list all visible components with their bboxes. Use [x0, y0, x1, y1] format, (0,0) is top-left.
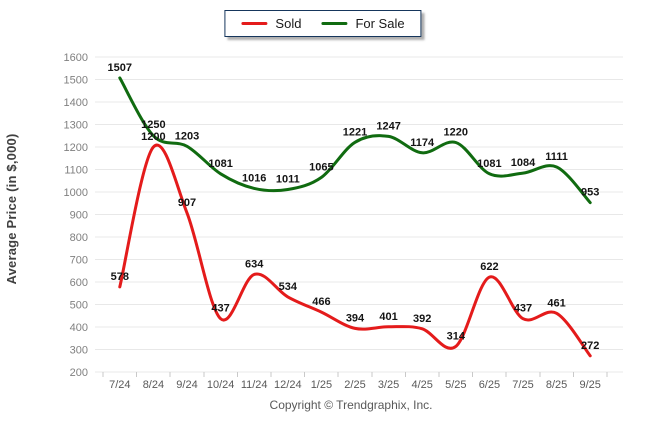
legend-label-for-sale: For Sale — [355, 16, 405, 31]
x-tick-label: 8/25 — [546, 379, 567, 391]
y-tick-label: 900 — [70, 210, 88, 222]
x-tick-label: 11/24 — [241, 379, 268, 391]
y-tick-label: 800 — [70, 232, 88, 244]
sold-value-label: 401 — [379, 311, 397, 323]
sold-value-label: 578 — [111, 271, 129, 283]
x-tick-label: 10/24 — [207, 379, 235, 391]
copyright-text: Copyright © Trendgraphix, Inc. — [269, 398, 433, 412]
sold-value-label: 907 — [178, 197, 196, 209]
for-sale-line-swatch — [321, 22, 348, 25]
y-tick-label: 1300 — [64, 120, 88, 132]
for-sale-value-label: 1507 — [108, 62, 132, 74]
sold-value-label: 394 — [346, 312, 365, 324]
for-sale-value-label: 953 — [581, 187, 599, 199]
y-tick-label: 1400 — [64, 97, 88, 109]
for-sale-value-label: 1220 — [444, 127, 468, 139]
sold-value-label: 437 — [514, 303, 532, 315]
price-trend-chart: 200 300 400 500 600 700 800 900 1000 1100 1200 1300… — [64, 52, 623, 391]
for-sale-value-label: 1203 — [175, 130, 199, 142]
for-sale-line — [118, 76, 592, 205]
for-sale-value-label: 1250 — [141, 119, 165, 131]
sold-value-label: 622 — [480, 261, 498, 273]
for-sale-value-label: 1247 — [376, 120, 400, 132]
x-tick-label: 7/24 — [109, 379, 130, 391]
y-tick-label: 700 — [70, 255, 88, 267]
sold-value-label: 1200 — [141, 131, 165, 143]
for-sale-value-label: 1081 — [477, 158, 501, 170]
sold-value-label: 437 — [211, 303, 229, 315]
chart-legend: Sold For Sale — [224, 10, 422, 37]
for-sale-value-label: 1011 — [276, 174, 300, 186]
for-sale-value-label: 1111 — [545, 151, 568, 163]
sold-value-label: 392 — [413, 313, 431, 325]
for-sale-value-label: 1174 — [410, 137, 435, 149]
for-sale-value-label: 1084 — [511, 157, 536, 169]
for-sale-value-label: 1081 — [208, 158, 232, 170]
x-tick-label: 8/24 — [143, 379, 164, 391]
legend-item-sold: Sold — [241, 16, 301, 31]
x-tick-label: 4/25 — [411, 379, 432, 391]
legend-label-sold: Sold — [275, 16, 302, 31]
y-tick-label: 1600 — [64, 52, 88, 64]
x-tick-label: 1/25 — [311, 379, 332, 391]
y-tick-label: 1100 — [64, 165, 88, 177]
sold-line-swatch — [241, 22, 268, 25]
x-tick-label: 12/24 — [274, 379, 302, 391]
y-tick-label: 1200 — [64, 142, 88, 154]
y-tick-label: 1000 — [64, 187, 88, 199]
y-tick-label: 1500 — [64, 75, 88, 87]
x-tick-label: 2/25 — [344, 379, 365, 391]
for-sale-value-label: 1065 — [309, 161, 333, 173]
x-tick-label: 6/25 — [479, 379, 500, 391]
y-tick-label: 300 — [70, 345, 88, 357]
sold-line — [118, 143, 592, 358]
sold-value-label: 466 — [312, 296, 330, 308]
x-tick-label: 3/25 — [378, 379, 399, 391]
sold-value-label: 272 — [581, 340, 599, 352]
y-tick-label: 200 — [70, 367, 88, 379]
legend-item-for-sale: For Sale — [321, 16, 405, 31]
x-tick-label: 9/24 — [176, 379, 197, 391]
sold-value-label: 314 — [447, 330, 466, 342]
x-tick-label: 9/25 — [579, 379, 600, 391]
sold-value-label: 461 — [547, 297, 565, 309]
y-tick-label: 400 — [70, 322, 88, 334]
y-tick-label: 500 — [70, 300, 88, 312]
for-sale-value-label: 1221 — [343, 126, 367, 138]
sold-value-label: 534 — [279, 281, 298, 293]
x-tick-label: 5/25 — [445, 379, 466, 391]
sold-value-label: 634 — [245, 258, 264, 270]
x-tick-label: 7/25 — [512, 379, 533, 391]
y-tick-label: 600 — [70, 277, 88, 289]
for-sale-value-label: 1016 — [242, 172, 266, 184]
